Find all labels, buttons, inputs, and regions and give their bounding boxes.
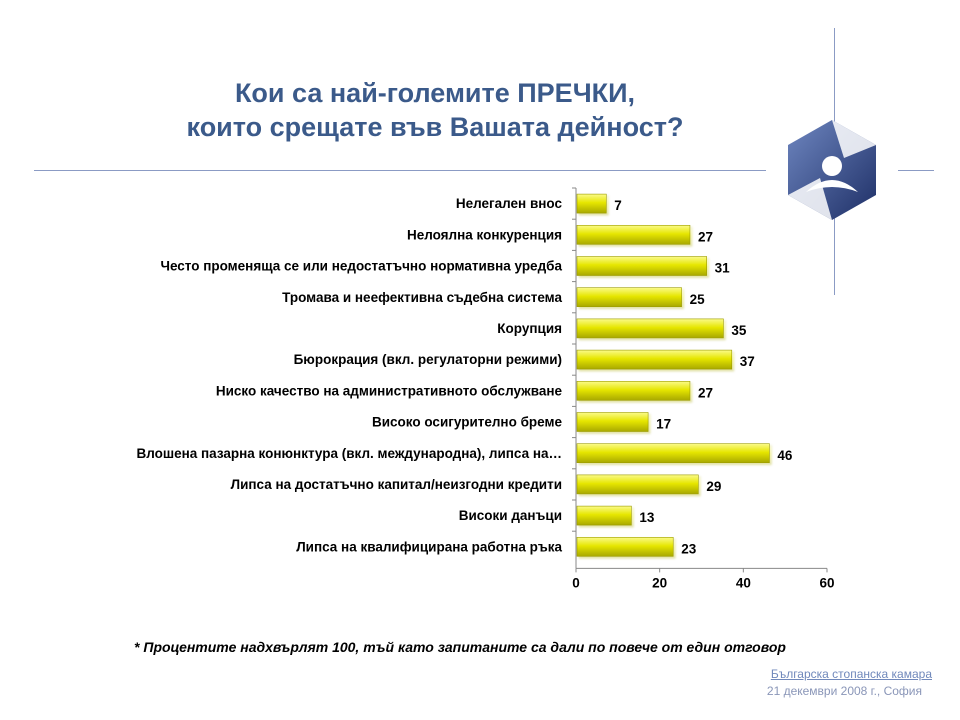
x-tick-label: 20 [652,575,667,590]
vertical-divider-bottom [834,205,835,295]
x-tick-label: 40 [736,575,751,590]
value-label: 25 [690,292,706,307]
title-line-1: Кои са най-големите ПРЕЧКИ, [234,78,636,108]
divider-line-right [898,170,934,171]
category-label: Често променяща се или недостатъчно норм… [160,259,562,274]
title-line-2: които срещате във Вашата дейност? [186,112,684,142]
value-label: 23 [681,541,697,556]
value-label: 37 [740,354,755,369]
category-label: Високи данъци [459,508,562,523]
value-label: 13 [639,510,655,525]
category-label: Бюрокрация (вкл. регулаторни режими) [294,352,562,367]
value-label: 46 [777,448,793,463]
date-location: 21 декември 2008 г., София [766,684,922,698]
x-tick-label: 60 [819,575,834,590]
bar [576,318,724,339]
value-label: 7 [614,198,622,213]
category-label: Липса на достатъчно капитал/неизгодни кр… [231,477,562,492]
value-label: 29 [706,479,721,494]
value-label: 31 [715,261,731,276]
category-label: Влошена пазарна конюнктура (вкл. междуна… [136,446,562,461]
value-label: 17 [656,417,671,432]
category-label: Липса на квалифицирана работна ръка [296,539,562,554]
chart-title: Кои са най-големите ПРЕЧКИ, които срещат… [40,76,830,144]
bar [576,256,707,276]
bar [576,193,607,214]
category-label: Тромава и неефективна съдебна система [282,290,562,305]
value-label: 27 [698,229,713,244]
bar [576,380,691,401]
x-tick-label: 0 [572,575,580,590]
category-label: Високо осигурително бреме [372,415,563,430]
value-label: 27 [698,385,713,400]
bar [576,349,733,370]
bar [576,412,649,432]
category-label: Нелоялна конкуренция [407,227,562,242]
bar [576,225,691,245]
vertical-divider-top [834,28,835,138]
bar [576,474,699,495]
bar [576,536,674,557]
category-label: Корупция [497,321,562,336]
bar [576,443,770,464]
footnote: * Процентите надхвърлят 100, тъй като за… [134,639,786,655]
divider-line [34,170,766,171]
category-label: Нелегален внос [456,196,563,211]
bar [576,505,632,526]
organization-logo-icon [788,120,876,220]
bar [576,287,682,308]
category-label: Ниско качество на административното обсл… [216,383,563,398]
value-label: 35 [731,323,747,338]
organization-link[interactable]: Българска стопанска камара [770,667,932,681]
